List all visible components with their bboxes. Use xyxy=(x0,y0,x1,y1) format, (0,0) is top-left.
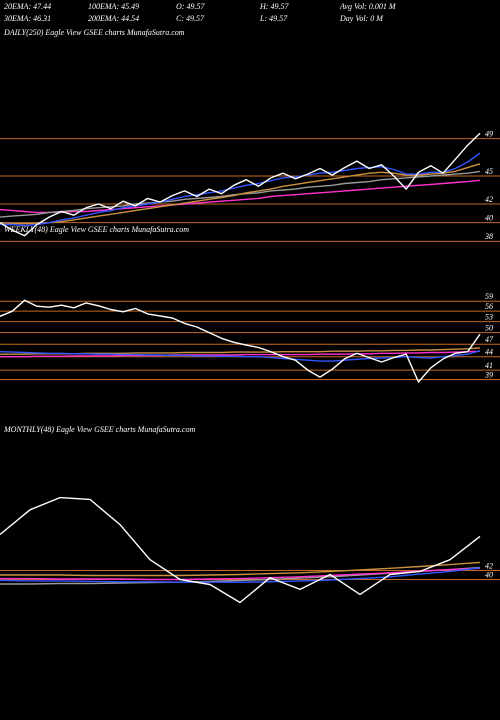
y-tick-label: 59 xyxy=(485,292,493,301)
y-tick-label: 56 xyxy=(485,302,493,311)
header-field: 30EMA: 46.31 xyxy=(3,14,51,23)
series-line xyxy=(0,299,481,383)
header-field: L: 49.57 xyxy=(259,14,288,23)
y-tick-label: 47 xyxy=(485,335,494,344)
series-line xyxy=(0,350,481,358)
y-tick-label: 39 xyxy=(484,370,493,379)
header-field: O: 49.57 xyxy=(176,2,205,11)
header-field: 200EMA: 44.54 xyxy=(88,14,139,23)
header-field: Avg Vol: 0.001 M xyxy=(339,2,397,11)
panel-title: DAILY(250) Eagle View GSEE charts Munafa… xyxy=(3,28,185,37)
header-field: Day Vol: 0 M xyxy=(339,14,384,23)
header-field: C: 49.57 xyxy=(176,14,205,23)
series-line xyxy=(0,163,481,225)
y-tick-label: 50 xyxy=(485,323,493,332)
series-line xyxy=(0,132,481,237)
header: 20EMA: 47.44 100EMA: 45.49 O: 49.57 H: 49.5… xyxy=(3,2,397,23)
y-tick-label: 42 xyxy=(485,195,493,204)
series-line xyxy=(0,496,481,604)
y-tick-label: 49 xyxy=(485,129,493,138)
panel-title: WEEKLY(48) Eagle View GSEE charts Munafa… xyxy=(4,225,189,234)
y-tick-label: 38 xyxy=(484,232,493,241)
y-tick-label: 44 xyxy=(485,348,493,357)
y-tick-label: 45 xyxy=(485,167,493,176)
y-tick-label: 53 xyxy=(485,312,493,321)
header-field: 100EMA: 45.49 xyxy=(88,2,139,11)
series-line xyxy=(0,567,481,583)
header-field: H: 49.57 xyxy=(259,2,289,11)
y-tick-label: 40 xyxy=(485,570,493,579)
series-line xyxy=(0,561,481,577)
series-line xyxy=(0,350,481,362)
series-line xyxy=(0,567,481,581)
y-tick-label: 42 xyxy=(485,561,493,570)
header-field: 20EMA: 47.44 xyxy=(4,2,51,11)
series-line xyxy=(0,152,481,227)
panel-title: MONTHLY(48) Eagle View GSEE charts Munaf… xyxy=(3,425,195,434)
y-tick-label: 40 xyxy=(485,213,493,222)
y-tick-label: 41 xyxy=(485,361,493,370)
